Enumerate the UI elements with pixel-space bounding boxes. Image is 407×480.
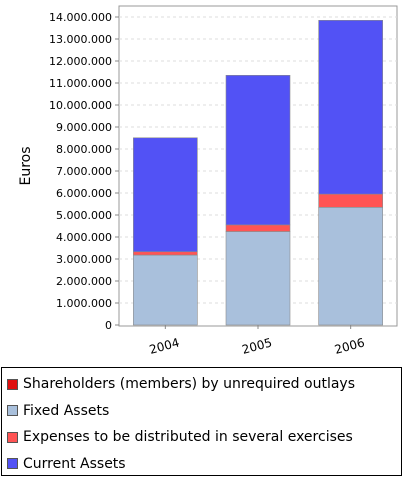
- y-axis-label: Euros: [18, 146, 34, 185]
- legend-swatch: [7, 378, 18, 390]
- bar-segment: [225, 231, 291, 326]
- x-tick-label: 2004: [148, 335, 181, 356]
- legend-label: Shareholders (members) by unrequired out…: [23, 376, 355, 393]
- bars: [133, 19, 383, 326]
- bar-segment: [133, 137, 198, 253]
- bar-segment: [225, 75, 291, 226]
- y-tick-label: 1.000.000: [56, 297, 112, 310]
- y-tick-label: 8.000.000: [56, 143, 112, 156]
- y-tick-label: 10.000.000: [49, 99, 112, 112]
- y-tick-label: 6.000.000: [56, 187, 112, 200]
- bar-segment: [133, 254, 198, 326]
- y-tick-label: 3.000.000: [56, 253, 112, 266]
- y-tick-label: 0: [105, 319, 112, 332]
- y-tick-label: 7.000.000: [56, 165, 112, 178]
- y-tick-label: 5.000.000: [56, 209, 112, 222]
- bar-segment: [318, 19, 383, 195]
- y-tick-label: 9.000.000: [56, 121, 112, 134]
- x-axis-ticks: 2004 2005 2006: [148, 325, 366, 357]
- y-axis-ticks: 0 1.000.000 2.000.000 3.000.000 4.000.000 5.0…: [49, 11, 119, 332]
- legend-label: Fixed Assets: [23, 402, 110, 419]
- legend-label: Current Assets: [23, 455, 126, 472]
- y-tick-label: 12.000.000: [49, 55, 112, 68]
- y-tick-label: 13.000.000: [49, 33, 112, 46]
- legend-item: Expenses to be distributed in several ex…: [7, 424, 401, 451]
- legend-swatch: [7, 458, 18, 470]
- bar-segment: [225, 224, 291, 232]
- y-tick-label: 14.000.000: [49, 11, 112, 24]
- legend: Shareholders (members) by unrequired out…: [1, 367, 402, 476]
- legend-item: Shareholders (members) by unrequired out…: [7, 371, 401, 398]
- legend-swatch: [7, 431, 18, 443]
- y-tick-label: 2.000.000: [56, 275, 112, 288]
- x-tick-label: 2005: [240, 335, 273, 356]
- x-tick-label: 2006: [333, 335, 366, 356]
- legend-swatch: [7, 405, 18, 417]
- bar-segment: [133, 251, 198, 256]
- legend-item: Current Assets: [7, 451, 401, 478]
- bar-segment: [318, 207, 383, 326]
- legend-item: Fixed Assets: [7, 398, 401, 425]
- y-tick-label: 4.000.000: [56, 231, 112, 244]
- legend-label: Expenses to be distributed in several ex…: [23, 429, 353, 446]
- stacked-bar-chart: 0 1.000.000 2.000.000 3.000.000 4.000.000 5.0…: [18, 5, 398, 357]
- bar-segment: [318, 193, 383, 208]
- y-tick-label: 11.000.000: [49, 77, 112, 90]
